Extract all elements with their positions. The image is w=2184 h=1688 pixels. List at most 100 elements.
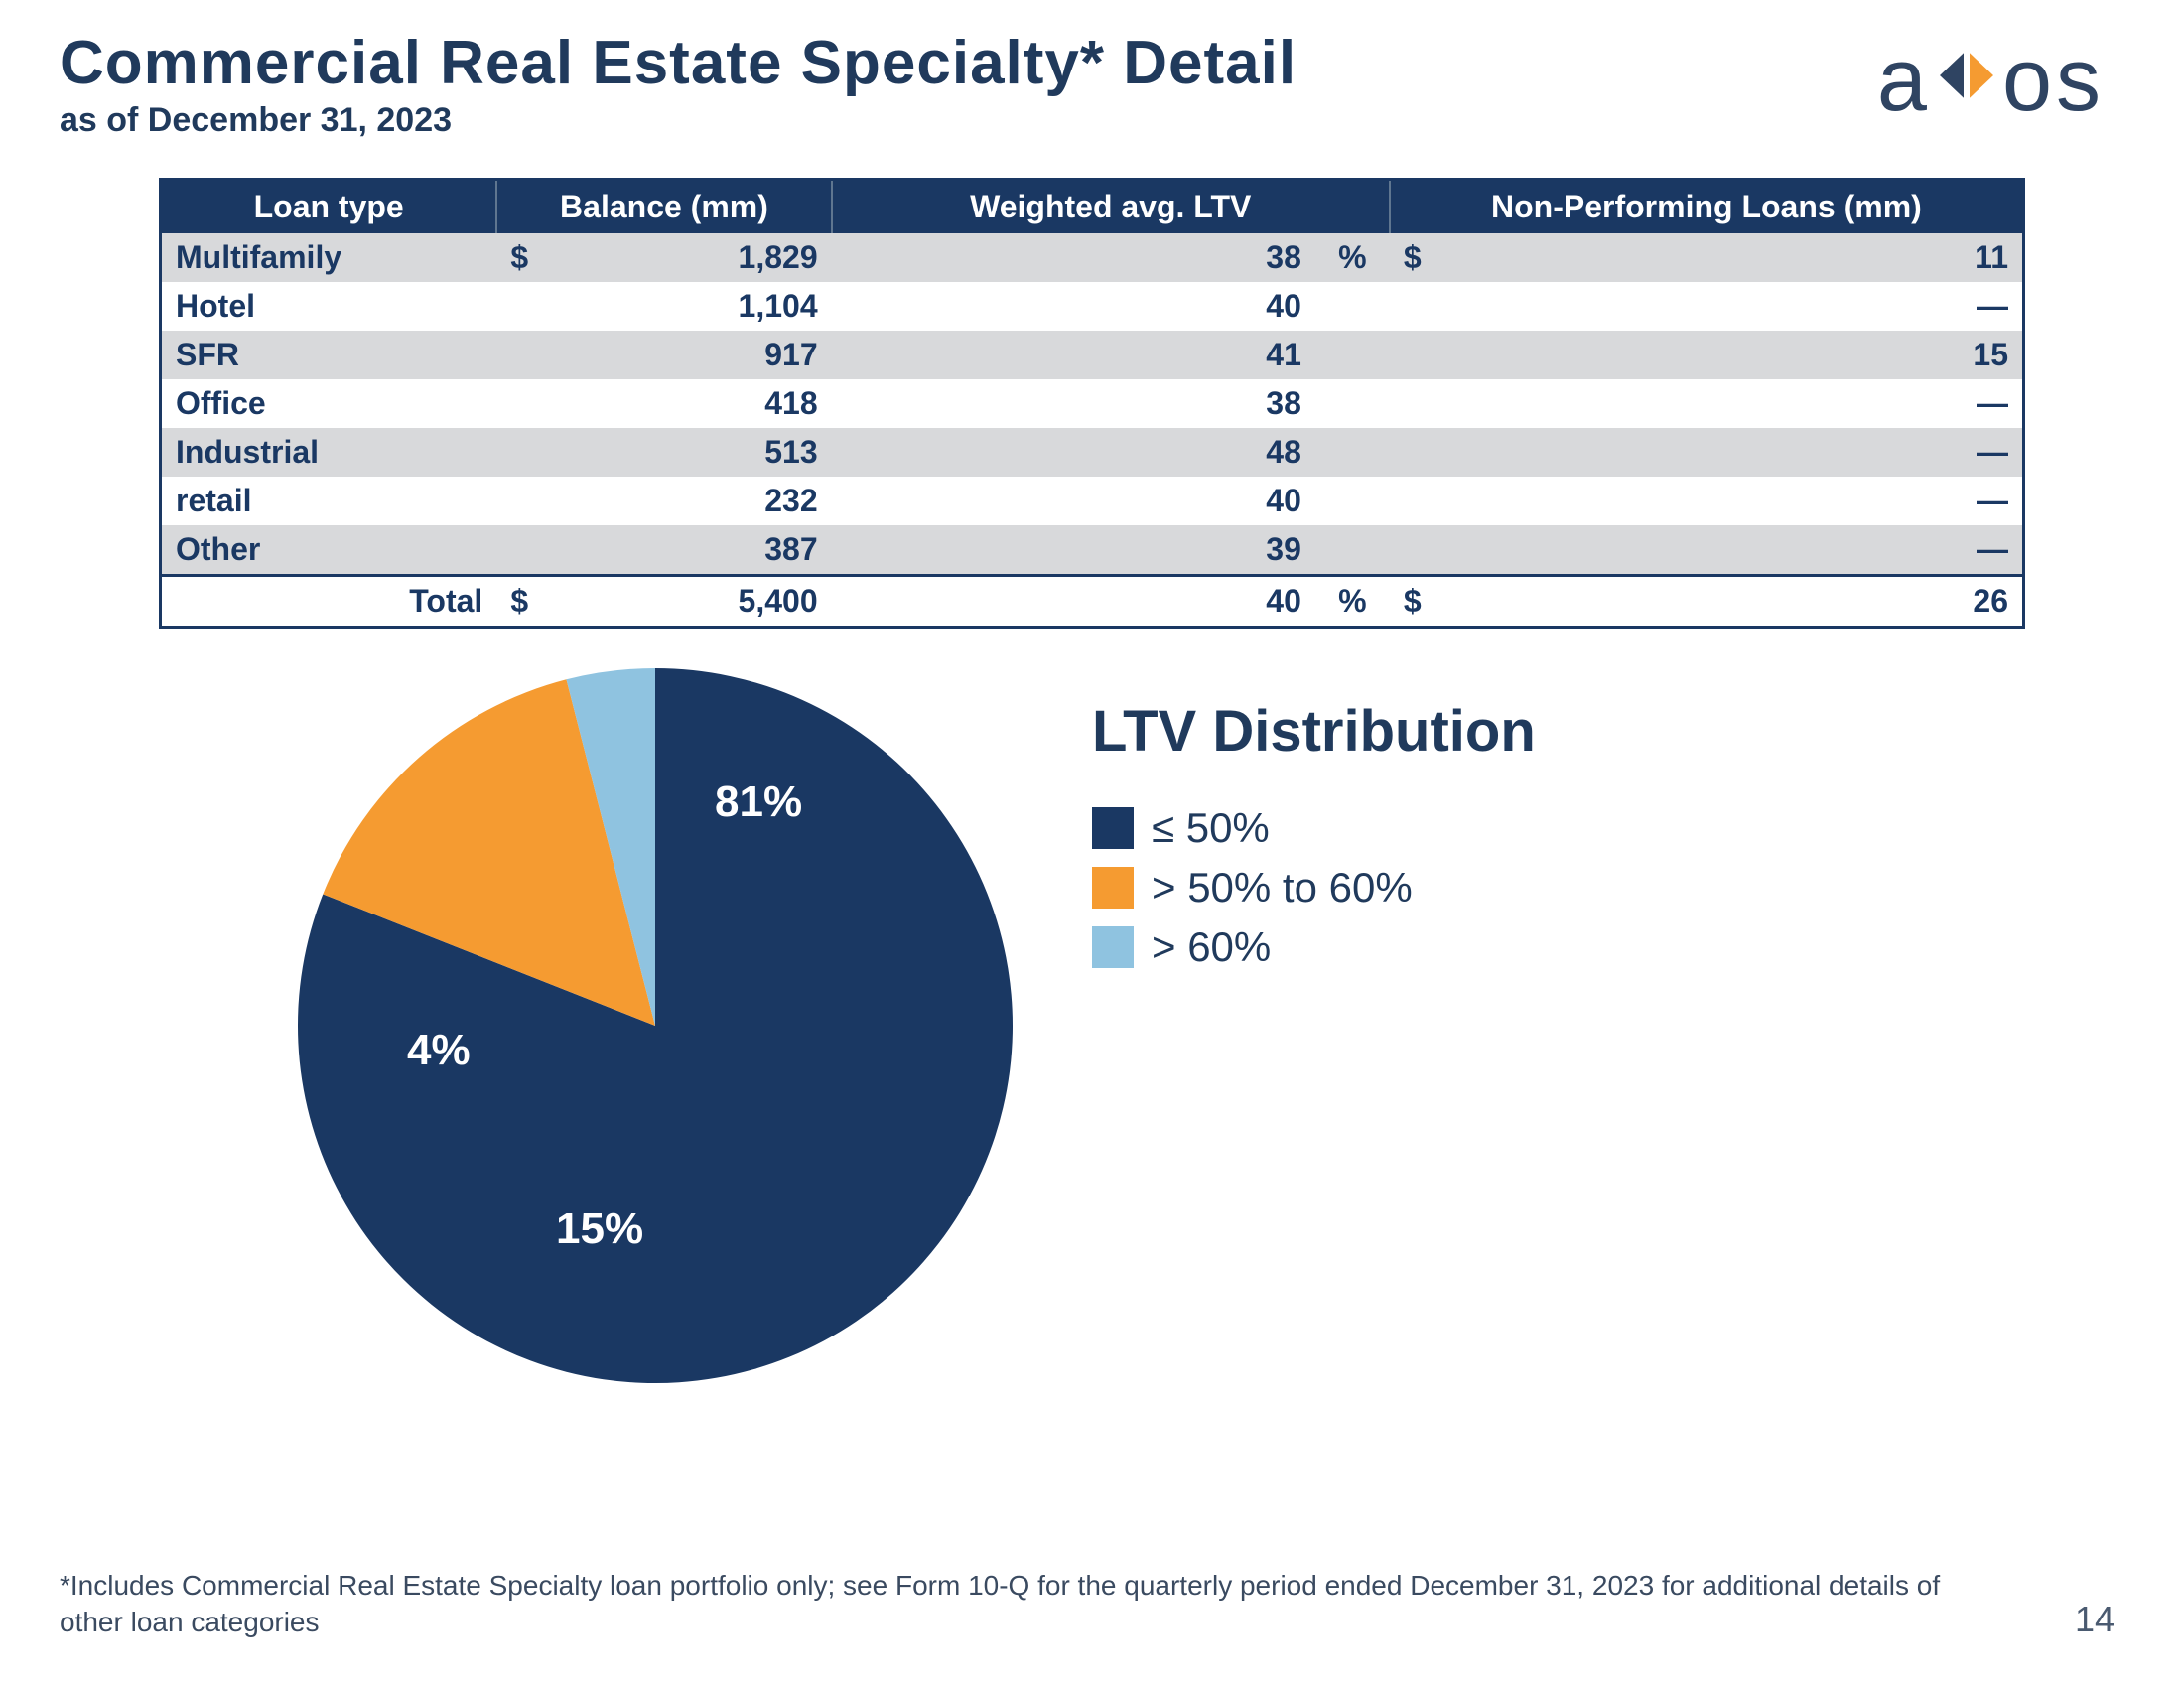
cell-pct: % bbox=[1315, 233, 1390, 282]
legend-label: > 60% bbox=[1152, 923, 1271, 971]
cell-currency bbox=[496, 428, 552, 477]
cell-npl-currency bbox=[1390, 477, 1464, 525]
cell-label: SFR bbox=[162, 331, 496, 379]
table-row: retail 23240 — bbox=[162, 477, 2022, 525]
legend-items: ≤ 50% > 50% to 60% > 60% bbox=[1092, 804, 1536, 971]
legend-swatch bbox=[1092, 807, 1134, 849]
pie-slice-label: 81% bbox=[715, 777, 802, 827]
cell-balance: 418 bbox=[553, 379, 832, 428]
cell-ltv: 40 bbox=[832, 282, 1315, 331]
cell-label: retail bbox=[162, 477, 496, 525]
header-row: Commercial Real Estate Specialty* Detail… bbox=[60, 30, 2124, 140]
table-row: SFR 91741 15 bbox=[162, 331, 2022, 379]
cell-label: Hotel bbox=[162, 282, 496, 331]
cell-npl: 11 bbox=[1464, 233, 2022, 282]
cell-npl-currency: $ bbox=[1390, 233, 1464, 282]
cell-npl: 15 bbox=[1464, 331, 2022, 379]
cell-label: Other bbox=[162, 525, 496, 576]
cell-npl-currency bbox=[1390, 525, 1464, 576]
pie-svg bbox=[298, 668, 1013, 1383]
cell-label: Multifamily bbox=[162, 233, 496, 282]
logo-x-icon bbox=[1937, 46, 1996, 105]
total-ltv: 40 bbox=[832, 575, 1315, 626]
cell-pct bbox=[1315, 331, 1390, 379]
col-loan-type: Loan type bbox=[162, 181, 496, 233]
pie-chart: 81% 15% 4% bbox=[298, 668, 1013, 1383]
cell-currency: $ bbox=[496, 233, 552, 282]
cell-currency bbox=[496, 525, 552, 576]
cell-ltv: 38 bbox=[832, 379, 1315, 428]
loan-table-wrap: Loan type Balance (mm) Weighted avg. LTV… bbox=[159, 178, 2025, 629]
total-balance: 5,400 bbox=[553, 575, 832, 626]
cell-npl: — bbox=[1464, 525, 2022, 576]
page-title: Commercial Real Estate Specialty* Detail bbox=[60, 30, 1877, 97]
cell-pct bbox=[1315, 428, 1390, 477]
table-row: Office 41838 — bbox=[162, 379, 2022, 428]
cell-ltv: 39 bbox=[832, 525, 1315, 576]
pie-slice-label: 4% bbox=[407, 1026, 471, 1075]
table-row: Other 38739 — bbox=[162, 525, 2022, 576]
cell-balance: 1,104 bbox=[553, 282, 832, 331]
total-npl: 26 bbox=[1464, 575, 2022, 626]
cell-pct bbox=[1315, 282, 1390, 331]
pie-slice-label: 15% bbox=[556, 1204, 643, 1254]
legend-label: ≤ 50% bbox=[1152, 804, 1270, 852]
cell-npl-currency bbox=[1390, 428, 1464, 477]
cell-npl: — bbox=[1464, 428, 2022, 477]
loan-table-body: Multifamily$1,82938%$11Hotel1,10440—SFR9… bbox=[162, 233, 2022, 626]
cell-pct bbox=[1315, 525, 1390, 576]
page-number: 14 bbox=[2075, 1599, 2115, 1640]
page-subtitle: as of December 31, 2023 bbox=[60, 101, 1877, 140]
cell-label: Industrial bbox=[162, 428, 496, 477]
cell-label: Office bbox=[162, 379, 496, 428]
logo-text-a: a bbox=[1877, 30, 1931, 132]
legend-swatch bbox=[1092, 926, 1134, 968]
cell-npl-currency bbox=[1390, 331, 1464, 379]
chart-title: LTV Distribution bbox=[1092, 698, 1536, 765]
table-row: Multifamily$1,82938%$11 bbox=[162, 233, 2022, 282]
cell-pct bbox=[1315, 477, 1390, 525]
footnote: *Includes Commercial Real Estate Special… bbox=[60, 1568, 1985, 1640]
cell-currency bbox=[496, 477, 552, 525]
legend-item: ≤ 50% bbox=[1092, 804, 1536, 852]
table-total-row: Total$5,40040%$26 bbox=[162, 575, 2022, 626]
cell-balance: 232 bbox=[553, 477, 832, 525]
cell-npl: — bbox=[1464, 477, 2022, 525]
legend-label: > 50% to 60% bbox=[1152, 864, 1413, 912]
cell-balance: 917 bbox=[553, 331, 832, 379]
cell-balance: 513 bbox=[553, 428, 832, 477]
cell-balance: 1,829 bbox=[553, 233, 832, 282]
cell-ltv: 40 bbox=[832, 477, 1315, 525]
cell-npl: — bbox=[1464, 379, 2022, 428]
cell-npl-currency bbox=[1390, 379, 1464, 428]
col-npl: Non-Performing Loans (mm) bbox=[1390, 181, 2022, 233]
slide: Commercial Real Estate Specialty* Detail… bbox=[0, 0, 2184, 1688]
total-currency: $ bbox=[496, 575, 552, 626]
cell-ltv: 38 bbox=[832, 233, 1315, 282]
cell-ltv: 41 bbox=[832, 331, 1315, 379]
table-row: Hotel 1,10440 — bbox=[162, 282, 2022, 331]
total-label: Total bbox=[162, 575, 496, 626]
cell-ltv: 48 bbox=[832, 428, 1315, 477]
cell-currency bbox=[496, 379, 552, 428]
cell-npl-currency bbox=[1390, 282, 1464, 331]
legend-item: > 50% to 60% bbox=[1092, 864, 1536, 912]
axos-logo: a os bbox=[1877, 30, 2124, 132]
chart-area: 81% 15% 4% LTV Distribution ≤ 50% > 50% to … bbox=[159, 668, 2025, 1383]
total-npl-currency: $ bbox=[1390, 575, 1464, 626]
col-ltv: Weighted avg. LTV bbox=[832, 181, 1390, 233]
loan-table-head: Loan type Balance (mm) Weighted avg. LTV… bbox=[162, 181, 2022, 233]
cell-balance: 387 bbox=[553, 525, 832, 576]
legend-item: > 60% bbox=[1092, 923, 1536, 971]
cell-npl: — bbox=[1464, 282, 2022, 331]
title-block: Commercial Real Estate Specialty* Detail… bbox=[60, 30, 1877, 140]
cell-currency bbox=[496, 331, 552, 379]
cell-pct bbox=[1315, 379, 1390, 428]
table-row: Industrial 51348 — bbox=[162, 428, 2022, 477]
loan-table: Loan type Balance (mm) Weighted avg. LTV… bbox=[162, 181, 2022, 626]
total-pct: % bbox=[1315, 575, 1390, 626]
legend-block: LTV Distribution ≤ 50% > 50% to 60% > 60% bbox=[1092, 698, 1536, 983]
cell-currency bbox=[496, 282, 552, 331]
col-balance: Balance (mm) bbox=[496, 181, 831, 233]
legend-swatch bbox=[1092, 867, 1134, 909]
